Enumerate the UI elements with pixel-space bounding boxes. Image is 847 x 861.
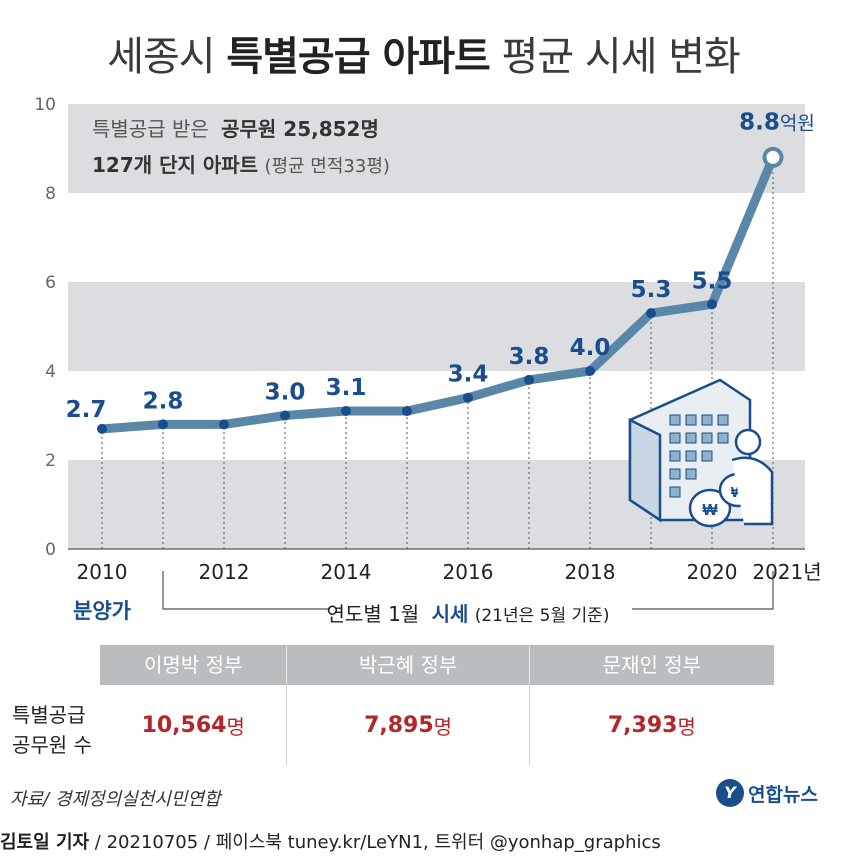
source-note: 자료/ 경제정의실천시민연합	[10, 789, 221, 810]
bracket-caption-pre: 연도별 1월	[327, 602, 420, 626]
point-label-2016: 3.4	[448, 362, 489, 388]
y-tick-label-0: 0	[45, 540, 56, 560]
point-label-2017: 3.8	[509, 344, 550, 370]
title-city: 세종시	[107, 34, 215, 80]
gray-band-2	[68, 104, 805, 193]
count-row-label-line1: 특별공급	[12, 703, 86, 727]
y-tick-layer: 0 2 4 6 8 10	[34, 95, 56, 560]
x-tick-label-2021: 2021년	[752, 560, 821, 584]
gov-moon-header: 문재인 정부	[528, 645, 774, 685]
x-tick-label-2020: 2020	[687, 560, 738, 584]
gov-park-header: 박근혜 정부	[286, 645, 528, 685]
yonhap-logo-icon: Y	[716, 779, 744, 807]
bracket-caption-post: (21년은 5월 기준)	[475, 606, 610, 626]
vertical-dotted-lines	[101, 157, 774, 549]
count-row-label-line2: 공무원 수	[12, 733, 92, 757]
x-tick-layer: 2010 2012 2014 2016 2018 2020 2021년	[77, 560, 822, 584]
point-marker-2021	[762, 146, 784, 168]
bracket-caption: 연도별 1월 시세 (21년은 5월 기준)	[327, 602, 610, 626]
point-marker-2018	[585, 366, 595, 376]
title-subject: 특별공급 아파트	[226, 34, 491, 80]
gov-moon-unit: 명	[677, 714, 696, 739]
point-marker-2013	[280, 410, 290, 421]
yonhap-logo: Y 연합뉴스	[716, 779, 818, 807]
point-marker-2019	[646, 308, 656, 319]
point-marker-2011	[158, 419, 168, 430]
year-bracket	[162, 571, 774, 610]
apartment-money-illustration: ₩ ₩	[628, 378, 774, 528]
point-label-2018: 4.0	[570, 335, 611, 361]
x-tick-label-2012: 2012	[199, 560, 250, 584]
svg-text:₩: ₩	[702, 502, 718, 519]
credit-details: / 20210705 / 페이스북 tuney.kr/LeYN1, 트위터 @y…	[89, 832, 661, 853]
bracket-right	[632, 571, 774, 610]
presale-label: 분양가	[73, 599, 132, 623]
x-tick-label-2010: 2010	[77, 560, 128, 584]
point-marker-2017	[524, 374, 534, 385]
y-tick-label-6: 6	[45, 273, 56, 293]
bracket-caption-bold: 시세	[432, 602, 469, 626]
data-line-layer	[97, 146, 784, 434]
gov-lee-count: 10,564	[141, 712, 227, 738]
title-metric: 평균 시세 변화	[501, 34, 741, 80]
yonhap-logo-text: 연합뉴스	[748, 783, 818, 806]
point-marker-2020	[707, 299, 717, 310]
point-marker-2010	[97, 423, 107, 434]
point-label-2019: 5.3	[631, 277, 672, 303]
y-tick-label-4: 4	[45, 362, 56, 382]
x-tick-label-2016: 2016	[443, 560, 494, 584]
point-label-2010: 2.7	[66, 397, 107, 423]
government-header-row: 이명박 정부 박근혜 정부 문재인 정부	[100, 645, 774, 685]
count-row-label: 특별공급 공무원 수	[12, 700, 92, 760]
gov-moon-count: 7,393	[607, 712, 678, 738]
gov-lee-count-cell: 10,564 명	[100, 685, 286, 765]
gov-lee-header: 이명박 정부	[144, 653, 243, 677]
y-tick-label-2: 2	[45, 451, 56, 471]
point-marker-2016	[463, 392, 473, 403]
y-tick-label-8: 8	[45, 184, 56, 204]
point-label-2021: 8.8억원	[739, 109, 815, 135]
point-marker-2012	[219, 419, 229, 430]
point-label-2011: 2.8	[143, 388, 184, 414]
point-label-unit: 억원	[780, 112, 815, 134]
page-title: 세종시 특별공급 아파트 평균 시세 변화	[0, 24, 847, 82]
credit-line: 김토일 기자 / 20210705 / 페이스북 tuney.kr/LeYN1,…	[0, 828, 661, 854]
gov-park-count: 7,895	[364, 712, 434, 738]
gov-lee-unit: 명	[226, 714, 245, 739]
gov-park-count-cell: 7,895 명	[286, 685, 528, 765]
x-tick-label-2018: 2018	[565, 560, 616, 584]
y-tick-label-10: 10	[34, 95, 56, 115]
price-line-chart: 0 2 4 6 8 10 ₩ ₩ 2.7 2.8 3.0 3.1 3.4 3.8 4.0 5.3 5.5 8…	[34, 95, 822, 626]
bracket-left	[162, 571, 330, 610]
price-series-line	[97, 152, 778, 434]
point-label-2020: 5.5	[692, 268, 733, 294]
point-marker-2014	[341, 406, 351, 417]
point-label-layer: 2.7 2.8 3.0 3.1 3.4 3.8 4.0 5.3 5.5 8.8억원	[66, 109, 815, 422]
point-label-2013: 3.0	[265, 380, 306, 406]
gov-moon-count-cell: 7,393 명	[528, 685, 774, 765]
point-label-2014: 3.1	[326, 375, 367, 401]
credit-reporter: 김토일 기자	[0, 832, 90, 853]
government-count-row: 10,564 명 7,895 명 7,393 명	[100, 685, 774, 765]
gov-park-unit: 명	[433, 714, 453, 739]
government-table: 이명박 정부 박근혜 정부 문재인 정부 10,564 명 7,895 명 7,39…	[100, 645, 774, 765]
point-marker-2015	[402, 406, 412, 417]
gray-band-1	[68, 282, 805, 371]
x-tick-label-2014: 2014	[321, 560, 372, 584]
